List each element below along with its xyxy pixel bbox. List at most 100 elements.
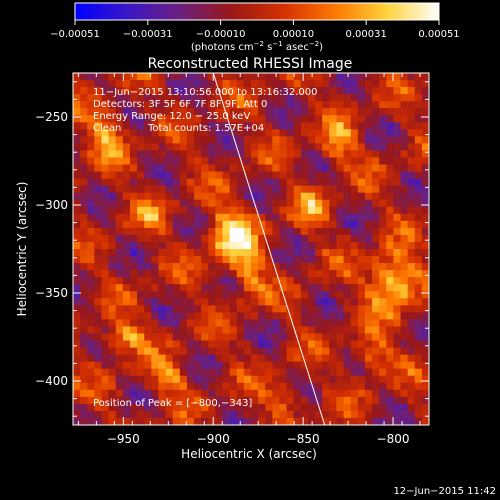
heatmap-cell [372, 241, 380, 250]
heatmap-cell [172, 122, 181, 130]
heatmap-cell [115, 178, 124, 187]
heatmap-cell [194, 115, 202, 123]
heatmap-cell [286, 403, 295, 412]
heatmap-cell [265, 185, 273, 194]
heatmap-cell [386, 136, 394, 144]
heatmap-cell [73, 122, 81, 130]
heatmap-cell [393, 410, 401, 419]
heatmap-cell [101, 326, 109, 334]
heatmap-cell [80, 192, 88, 201]
heatmap-cell [194, 354, 202, 363]
heatmap-cell [158, 129, 166, 137]
heatmap-cell [386, 108, 394, 116]
heatmap-cell [172, 396, 181, 405]
heatmap-cell [414, 73, 423, 81]
heatmap-cell [236, 234, 245, 243]
heatmap-cell [165, 122, 174, 130]
heatmap-cell [122, 115, 131, 123]
heatmap-cell [122, 403, 131, 412]
heatmap-cell [129, 305, 138, 313]
heatmap-cell [372, 375, 380, 384]
heatmap-cell [115, 171, 124, 179]
heatmap-cell [265, 87, 273, 95]
heatmap-cell [315, 389, 323, 398]
heatmap-cell [357, 347, 366, 355]
heatmap-cell [307, 150, 316, 158]
colorbar-tick-label: −0.00031 [123, 29, 173, 40]
heatmap-cell [279, 389, 287, 398]
heatmap-cell [101, 157, 109, 165]
heatmap-cell [364, 375, 373, 384]
heatmap-cell [194, 206, 202, 215]
heatmap-cell [364, 192, 373, 201]
heatmap-cell [137, 354, 145, 363]
heatmap-cell [236, 305, 245, 313]
heatmap-cell [122, 326, 131, 334]
heatmap-cell [158, 122, 166, 130]
heatmap-cell [307, 326, 316, 334]
heatmap-cell [372, 396, 380, 405]
heatmap-cell [115, 241, 124, 250]
heatmap-cell [144, 333, 152, 341]
heatmap-cell [158, 73, 166, 81]
heatmap-cell [165, 403, 174, 412]
heatmap-cell [186, 80, 195, 88]
heatmap-cell [222, 249, 231, 257]
heatmap-cell [293, 396, 302, 405]
heatmap-cell [258, 382, 266, 391]
heatmap-cell [307, 94, 316, 102]
heatmap-cell [179, 192, 188, 201]
heatmap-cell [336, 333, 344, 341]
heatmap-cell [194, 284, 202, 292]
heatmap-cell [80, 256, 88, 264]
heatmap-cell [307, 115, 316, 123]
heatmap-cell [364, 277, 373, 285]
heatmap-cell [179, 136, 188, 144]
heatmap-cell [279, 319, 287, 327]
heatmap-cell [236, 347, 245, 355]
heatmap-cell [158, 263, 166, 271]
heatmap-cell [115, 164, 124, 172]
heatmap-cell [293, 326, 302, 334]
heatmap-cell [208, 185, 216, 194]
heatmap-cell [137, 410, 145, 419]
heatmap-cell [87, 192, 95, 201]
heatmap-cell [315, 122, 323, 130]
heatmap-cell [194, 185, 202, 194]
heatmap-cell [315, 129, 323, 137]
heatmap-cell [80, 108, 88, 116]
heatmap-cell [208, 326, 216, 334]
heatmap-cell [386, 305, 394, 313]
heatmap-cell [144, 375, 152, 384]
heatmap-cell [343, 312, 352, 320]
heatmap-cell [80, 319, 88, 327]
heatmap-cell [229, 164, 238, 172]
heatmap-cell [407, 277, 416, 285]
heatmap-cell [101, 305, 109, 313]
heatmap-cell [414, 375, 423, 384]
heatmap-cell [357, 340, 366, 348]
heatmap-cell [350, 94, 359, 102]
heatmap-cell [379, 157, 387, 165]
heatmap-cell [272, 389, 280, 398]
heatmap-cell [386, 213, 394, 222]
heatmap-cell [372, 263, 380, 271]
heatmap-cell [151, 333, 159, 341]
heatmap-cell [73, 178, 81, 187]
heatmap-cell [73, 389, 81, 398]
heatmap-cell [73, 361, 81, 370]
heatmap-cell [172, 375, 181, 384]
heatmap-cell [158, 241, 166, 250]
heatmap-cell [165, 164, 174, 172]
heatmap-cell [372, 410, 380, 419]
heatmap-cell [336, 115, 344, 123]
heatmap-cell [87, 94, 95, 102]
heatmap-cell [151, 164, 159, 172]
heatmap-cell [208, 375, 216, 384]
heatmap-cell [364, 319, 373, 327]
heatmap-cell [165, 396, 174, 405]
heatmap-cell [172, 347, 181, 355]
heatmap-cell [279, 270, 287, 278]
heatmap-cell [194, 171, 202, 179]
heatmap-cell [94, 396, 102, 405]
